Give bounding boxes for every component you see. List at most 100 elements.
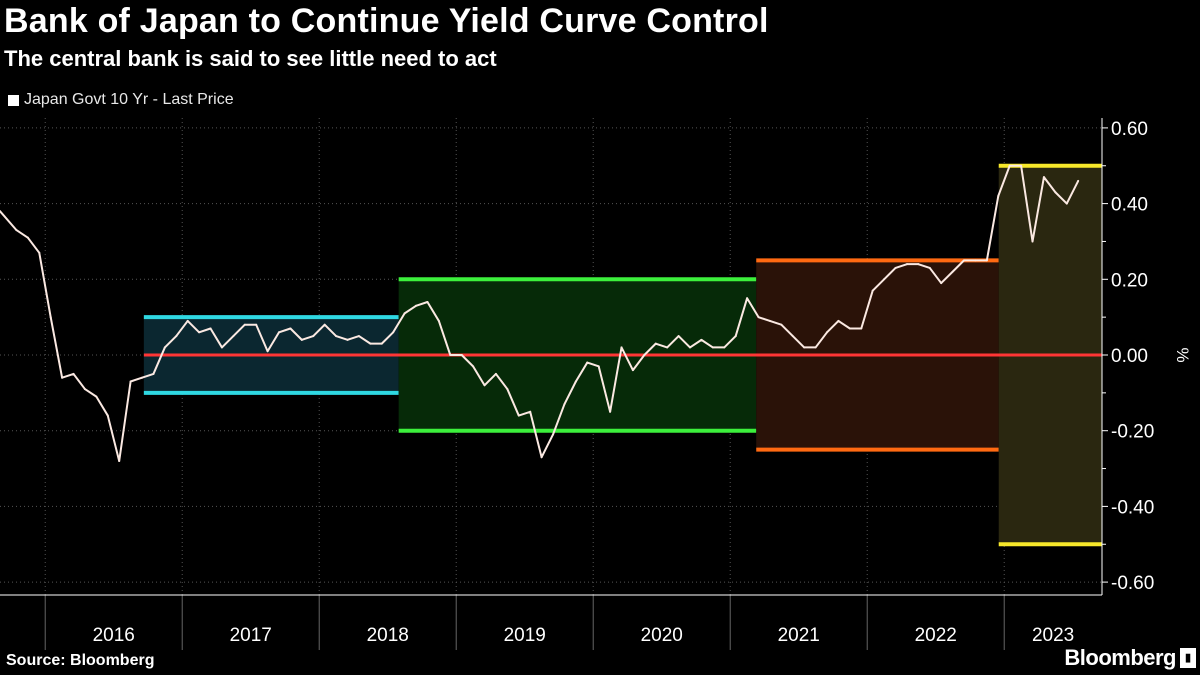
data-point [323, 323, 326, 326]
data-point [700, 338, 703, 341]
data-point [871, 289, 874, 292]
data-point [243, 323, 246, 326]
x-tick-label: 2022 [915, 625, 957, 646]
data-point [357, 335, 360, 338]
chart-title: Bank of Japan to Continue Yield Curve Co… [4, 2, 769, 40]
x-tick-label: 2016 [93, 625, 135, 646]
data-point [917, 263, 920, 266]
data-point [472, 365, 475, 368]
data-point [415, 304, 418, 307]
data-point [609, 410, 612, 413]
data-point [963, 259, 966, 262]
data-point [860, 327, 863, 330]
data-point [163, 346, 166, 349]
data-point [129, 380, 132, 383]
data-point [666, 346, 669, 349]
data-point [26, 236, 29, 239]
data-point [837, 319, 840, 322]
data-point [826, 331, 829, 334]
data-point [15, 229, 18, 232]
data-point [152, 372, 155, 375]
data-point [529, 410, 532, 413]
data-point [780, 323, 783, 326]
data-point [723, 346, 726, 349]
data-point [803, 346, 806, 349]
data-point [312, 335, 315, 338]
data-point [791, 335, 794, 338]
x-tick-label: 2019 [504, 625, 546, 646]
data-point [540, 456, 543, 459]
data-point [198, 331, 201, 334]
data-point [437, 319, 440, 322]
data-point [266, 350, 269, 353]
data-point [552, 433, 555, 436]
data-point [757, 316, 760, 319]
source-note: Source: Bloomberg [6, 652, 155, 669]
data-point [654, 342, 657, 345]
data-point [985, 259, 988, 262]
data-point [563, 403, 566, 406]
x-tick-label: 2018 [367, 625, 409, 646]
data-point [403, 312, 406, 315]
data-point [974, 259, 977, 262]
data-point [597, 365, 600, 368]
data-point [278, 331, 281, 334]
data-point [814, 346, 817, 349]
data-point [951, 270, 954, 273]
data-point [380, 342, 383, 345]
data-point [711, 346, 714, 349]
data-point [289, 327, 292, 330]
data-point [300, 338, 303, 341]
data-point [1042, 176, 1045, 179]
data-point [220, 346, 223, 349]
data-point [517, 414, 520, 417]
data-point [677, 335, 680, 338]
bloomberg-logo: Bloomberg [1064, 645, 1176, 670]
data-point [175, 335, 178, 338]
data-point [768, 319, 771, 322]
data-point [997, 195, 1000, 198]
data-point [335, 335, 338, 338]
legend: Japan Govt 10 Yr - Last Price [8, 91, 234, 109]
x-tick-label: 2023 [1032, 625, 1074, 646]
data-point [61, 376, 64, 379]
data-point [209, 327, 212, 330]
data-point [232, 335, 235, 338]
y-axis-label: % [1173, 347, 1192, 362]
legend-label: Japan Govt 10 Yr - Last Price [24, 91, 234, 108]
y-tick-label: 0.20 [1111, 270, 1148, 291]
x-tick-label: 2017 [230, 625, 272, 646]
y-tick-label: 0.40 [1111, 195, 1148, 216]
data-point [1008, 164, 1011, 167]
data-point [734, 335, 737, 338]
data-point [494, 372, 497, 375]
data-point [905, 263, 908, 266]
data-point [1077, 179, 1080, 182]
data-point [49, 316, 52, 319]
data-point [83, 388, 86, 391]
data-point [449, 354, 452, 356]
data-point [460, 354, 463, 356]
chart-subtitle: The central bank is said to see little n… [4, 46, 497, 71]
data-point [689, 346, 692, 349]
data-point [894, 266, 897, 269]
data-point [574, 380, 577, 383]
y-tick-label: 0.60 [1111, 119, 1148, 140]
data-point [643, 354, 646, 356]
data-point [631, 369, 634, 372]
data-point [928, 266, 931, 269]
data-point [506, 388, 509, 391]
data-point [346, 338, 349, 341]
data-point [106, 414, 109, 417]
data-point [940, 282, 943, 285]
x-tick-label: 2020 [641, 625, 683, 646]
data-point [620, 346, 623, 349]
data-point [1020, 164, 1023, 167]
y-tick-label: 0.00 [1111, 346, 1148, 367]
bands [143, 163, 1102, 547]
data-point [483, 384, 486, 387]
data-point [1054, 191, 1057, 194]
data-point [746, 297, 749, 300]
data-point [38, 251, 41, 254]
